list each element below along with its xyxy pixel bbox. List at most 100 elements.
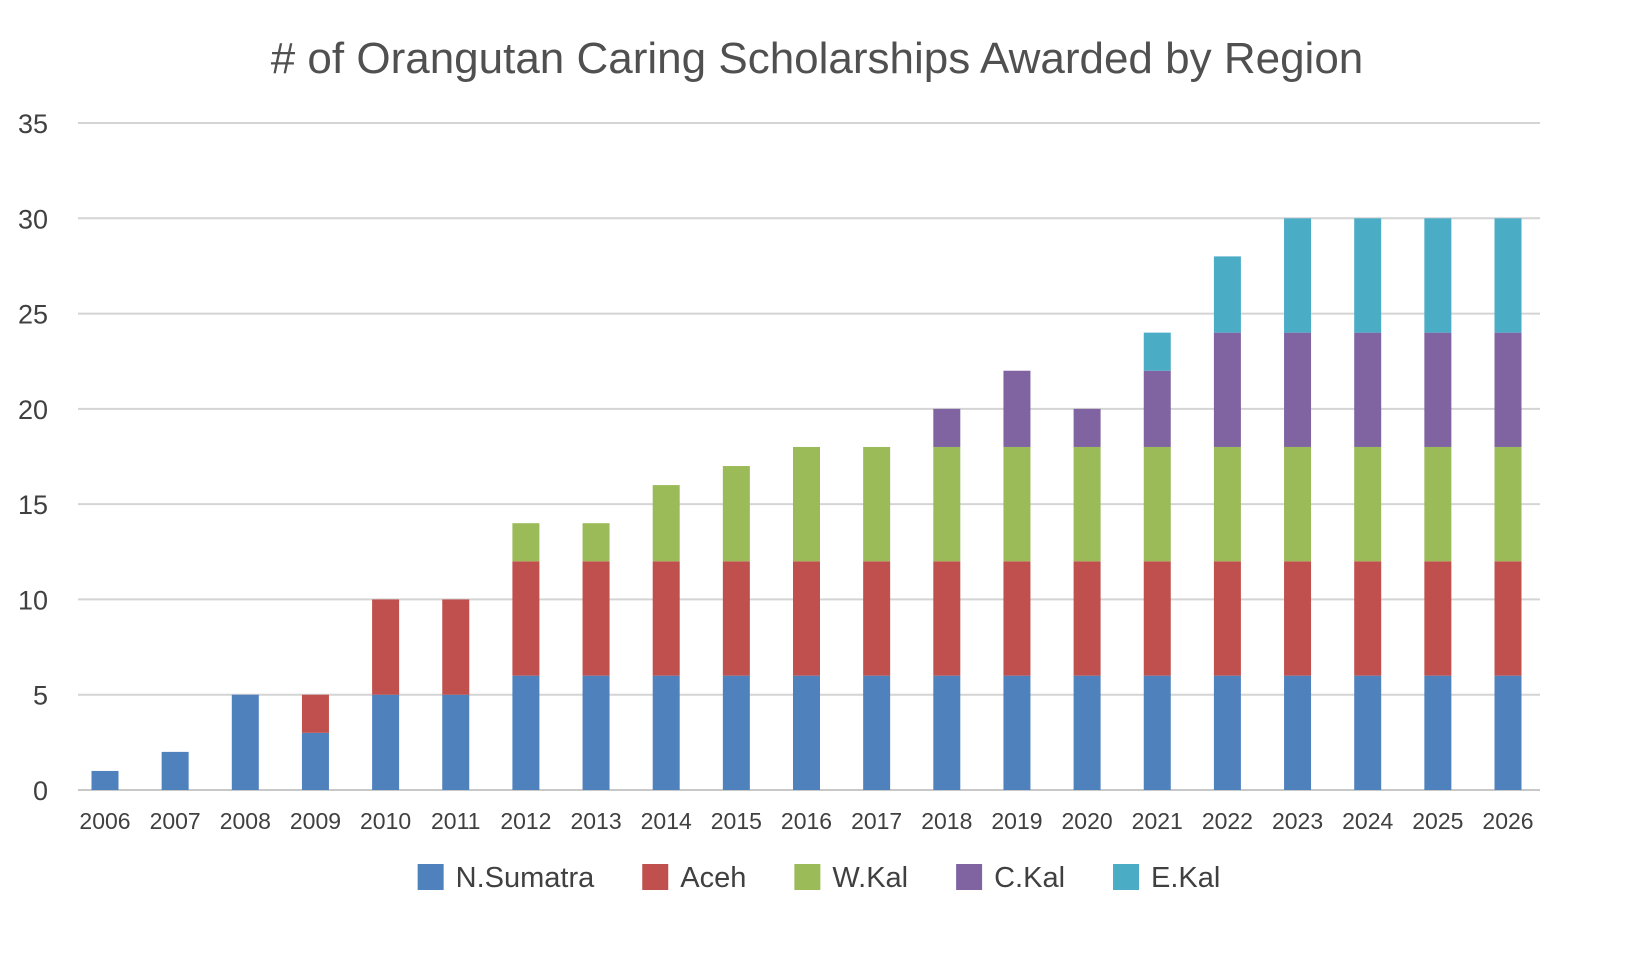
legend-label-e-kal: E.Kal	[1151, 862, 1220, 894]
bar-segment-w-kal-2012	[512, 523, 540, 562]
bar-segment-w-kal-2013	[582, 523, 610, 562]
x-tick-label: 2019	[991, 808, 1042, 834]
x-tick-label: 2023	[1272, 808, 1323, 834]
bar-segment-aceh-2009	[301, 694, 329, 733]
bar-segment-n-sumatra-2015	[722, 675, 750, 790]
bar-segment-w-kal-2026	[1494, 446, 1522, 562]
bar-segment-n-sumatra-2023	[1284, 675, 1312, 790]
bar-segment-n-sumatra-2014	[652, 675, 680, 790]
bar-segment-n-sumatra-2024	[1354, 675, 1382, 790]
x-tick-label: 2021	[1132, 808, 1183, 834]
bar-segment-n-sumatra-2021	[1143, 675, 1171, 790]
bar-segment-w-kal-2014	[652, 485, 680, 562]
bar-segment-e-kal-2022	[1213, 256, 1241, 333]
bar-segment-e-kal-2025	[1424, 218, 1452, 333]
x-tick-label: 2011	[431, 808, 480, 834]
legend-label-c-kal: C.Kal	[994, 862, 1065, 894]
bar-segment-w-kal-2021	[1143, 446, 1171, 562]
x-tick-label: 2022	[1202, 808, 1253, 834]
bar-segment-c-kal-2022	[1213, 332, 1241, 447]
bar-segment-e-kal-2021	[1143, 332, 1171, 371]
y-tick-label: 0	[33, 776, 48, 806]
y-axis: 0 5 10 15 20 25 30 35	[18, 109, 48, 806]
y-tick-label: 15	[18, 490, 48, 520]
bar-segment-aceh-2013	[582, 561, 610, 676]
bar-segment-c-kal-2025	[1424, 332, 1452, 447]
bar-segment-w-kal-2020	[1073, 446, 1101, 562]
x-tick-label: 2014	[641, 808, 692, 834]
bar-segment-n-sumatra-2019	[1003, 675, 1031, 790]
bar-segment-n-sumatra-2020	[1073, 675, 1101, 790]
bar-segment-aceh-2022	[1213, 561, 1241, 676]
bar-segment-e-kal-2026	[1494, 218, 1522, 333]
bar-segment-c-kal-2021	[1143, 370, 1171, 447]
bar-segment-aceh-2012	[512, 561, 540, 676]
x-tick-label: 2025	[1412, 808, 1463, 834]
x-tick-label: 2006	[79, 808, 130, 834]
y-tick-label: 5	[33, 681, 48, 711]
bar-segment-aceh-2023	[1284, 561, 1312, 676]
bar-segment-aceh-2018	[933, 561, 961, 676]
bar-segment-n-sumatra-2026	[1494, 675, 1522, 790]
legend-label-n-sumatra: N.Sumatra	[456, 862, 595, 894]
bar-segment-n-sumatra-2011	[442, 694, 470, 790]
bar-segment-aceh-2010	[372, 599, 400, 695]
bar-segment-aceh-2017	[863, 561, 891, 676]
bar-segment-aceh-2015	[722, 561, 750, 676]
y-tick-label: 30	[18, 204, 48, 234]
x-tick-label: 2008	[220, 808, 271, 834]
bar-segment-aceh-2016	[793, 561, 820, 676]
y-tick-label: 25	[18, 300, 48, 330]
bar-segment-w-kal-2018	[933, 446, 961, 562]
bar-segment-n-sumatra-2010	[372, 694, 400, 790]
x-tick-label: 2007	[150, 808, 201, 834]
bar-segment-aceh-2021	[1143, 561, 1171, 676]
bar-segment-w-kal-2017	[863, 446, 891, 562]
x-tick-label: 2013	[570, 808, 621, 834]
bar-segment-n-sumatra-2012	[512, 675, 540, 790]
bar-segment-n-sumatra-2022	[1213, 675, 1241, 790]
legend-label-aceh: Aceh	[680, 862, 746, 894]
x-tick-label: 2017	[851, 808, 902, 834]
bars	[91, 218, 1522, 790]
bar-segment-n-sumatra-2013	[582, 675, 610, 790]
bar-segment-w-kal-2022	[1213, 446, 1241, 562]
bar-segment-w-kal-2019	[1003, 446, 1031, 562]
bar-segment-w-kal-2016	[793, 446, 820, 562]
x-tick-label: 2015	[711, 808, 762, 834]
bar-segment-n-sumatra-2018	[933, 675, 961, 790]
bar-segment-w-kal-2025	[1424, 446, 1452, 562]
bar-segment-aceh-2025	[1424, 561, 1452, 676]
legend-label-w-kal: W.Kal	[832, 862, 908, 894]
bar-segment-w-kal-2024	[1354, 446, 1382, 562]
bar-segment-n-sumatra-2006	[91, 770, 119, 790]
bar-segment-n-sumatra-2025	[1424, 675, 1452, 790]
x-tick-label: 2020	[1062, 808, 1113, 834]
y-tick-label: 10	[18, 585, 48, 615]
bar-segment-n-sumatra-2008	[231, 694, 259, 790]
legend-swatch-aceh	[642, 864, 669, 890]
bar-segment-c-kal-2026	[1494, 332, 1522, 447]
bar-segment-c-kal-2024	[1354, 332, 1382, 447]
legend-swatch-e-kal	[1113, 864, 1140, 890]
y-tick-label: 20	[18, 395, 48, 425]
bar-segment-aceh-2026	[1494, 561, 1522, 676]
x-tick-label: 2026	[1482, 808, 1533, 834]
bar-segment-c-kal-2018	[933, 408, 961, 447]
x-tick-label: 2024	[1342, 808, 1393, 834]
bar-segment-e-kal-2024	[1354, 218, 1382, 333]
bar-segment-n-sumatra-2007	[161, 751, 189, 790]
bar-segment-n-sumatra-2016	[793, 675, 820, 790]
x-tick-label: 2010	[360, 808, 411, 834]
x-tick-label: 2018	[921, 808, 972, 834]
bar-segment-c-kal-2019	[1003, 370, 1031, 447]
bar-segment-e-kal-2023	[1284, 218, 1312, 333]
x-tick-label: 2009	[290, 808, 341, 834]
bar-segment-w-kal-2023	[1284, 446, 1312, 562]
bar-segment-aceh-2020	[1073, 561, 1101, 676]
bar-segment-c-kal-2020	[1073, 408, 1101, 447]
bar-segment-n-sumatra-2009	[301, 732, 329, 790]
y-tick-label: 35	[18, 109, 48, 139]
